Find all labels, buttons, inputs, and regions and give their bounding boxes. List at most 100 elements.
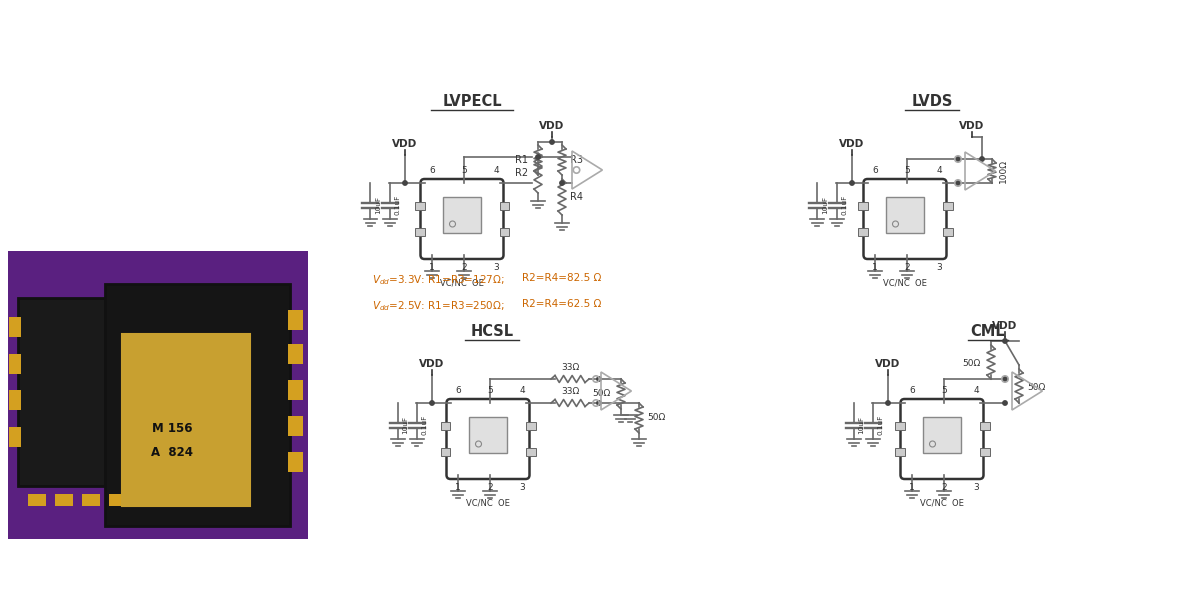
Text: 2: 2 (941, 483, 947, 492)
Bar (109, 494, 127, 506)
Text: VDD: VDD (960, 121, 985, 131)
Text: 5: 5 (904, 166, 910, 175)
Text: 10uF: 10uF (822, 196, 828, 214)
FancyBboxPatch shape (421, 179, 504, 259)
Text: VC/NC  OE: VC/NC OE (920, 499, 963, 508)
Bar (9, 317, 21, 337)
Circle shape (430, 401, 434, 405)
Text: 33Ω: 33Ω (561, 387, 579, 396)
Bar (105, 284, 290, 526)
Text: 5: 5 (941, 386, 947, 395)
Text: 6: 6 (909, 386, 915, 395)
Text: 2: 2 (487, 483, 493, 492)
Bar (942, 202, 953, 210)
Text: VDD: VDD (876, 359, 901, 369)
Bar (886, 197, 924, 233)
Text: 1: 1 (429, 263, 435, 272)
Bar (469, 417, 507, 453)
Text: 50Ω: 50Ω (647, 414, 665, 423)
Text: A  824: A 824 (150, 446, 193, 459)
Text: 5: 5 (487, 386, 493, 395)
FancyBboxPatch shape (864, 179, 947, 259)
Circle shape (850, 181, 854, 185)
Text: 1: 1 (872, 263, 878, 272)
Bar (895, 422, 904, 430)
Bar (942, 228, 953, 236)
Text: $V_{dd}$=3.3V: R1=R3=127Ω;: $V_{dd}$=3.3V: R1=R3=127Ω; (372, 273, 505, 287)
Text: 4: 4 (973, 386, 979, 395)
Bar (525, 422, 536, 430)
Bar (858, 202, 867, 210)
Bar (441, 422, 450, 430)
Text: 6: 6 (429, 166, 435, 175)
FancyBboxPatch shape (901, 399, 984, 479)
Bar (441, 448, 450, 456)
Bar (122, 334, 250, 506)
Bar (288, 380, 303, 400)
Circle shape (550, 140, 555, 144)
Circle shape (597, 377, 601, 381)
Circle shape (536, 155, 540, 159)
Text: 1: 1 (909, 483, 915, 492)
Bar (980, 422, 989, 430)
Bar (923, 417, 961, 453)
Text: 3: 3 (936, 263, 942, 272)
Circle shape (980, 157, 985, 161)
Bar (443, 197, 481, 233)
Text: M 156: M 156 (152, 423, 192, 436)
Circle shape (1003, 339, 1007, 343)
Text: 10uF: 10uF (858, 416, 865, 434)
Bar (288, 452, 303, 472)
Bar (288, 344, 303, 364)
Text: 3: 3 (493, 263, 499, 272)
Text: R1: R1 (515, 155, 529, 165)
Text: R4: R4 (570, 192, 583, 202)
Text: $V_{dd}$=2.5V: R1=R3=250Ω;: $V_{dd}$=2.5V: R1=R3=250Ω; (372, 299, 505, 313)
Text: 50Ω: 50Ω (962, 359, 981, 369)
Text: VDD: VDD (392, 139, 417, 149)
Text: VC/NC  OE: VC/NC OE (466, 499, 510, 508)
Text: 3: 3 (519, 483, 525, 492)
Circle shape (559, 181, 564, 185)
Circle shape (403, 181, 408, 185)
Text: 3: 3 (973, 483, 979, 492)
Bar (500, 202, 510, 210)
Bar (82, 494, 100, 506)
Bar (28, 494, 46, 506)
Text: LVPECL: LVPECL (442, 94, 501, 109)
Text: VC/NC  OE: VC/NC OE (440, 279, 483, 288)
Text: VDD: VDD (419, 359, 444, 369)
Text: 0.1uF: 0.1uF (422, 415, 428, 435)
Bar (858, 228, 867, 236)
Text: R2: R2 (514, 168, 529, 178)
Bar (288, 310, 303, 330)
Text: CML: CML (971, 324, 1005, 339)
Circle shape (1003, 401, 1007, 405)
Bar (980, 448, 989, 456)
Bar (18, 298, 140, 486)
Text: R3: R3 (570, 155, 583, 165)
Text: HCSL: HCSL (470, 324, 513, 339)
Bar (288, 416, 303, 436)
Text: 10uF: 10uF (376, 196, 382, 214)
Text: 0.1uF: 0.1uF (841, 195, 847, 215)
Bar (9, 390, 21, 410)
Bar (895, 448, 904, 456)
Text: 50Ω: 50Ω (592, 389, 611, 398)
Text: 2: 2 (904, 263, 910, 272)
Circle shape (597, 401, 601, 405)
Text: 4: 4 (493, 166, 499, 175)
Text: 0.1uF: 0.1uF (878, 415, 884, 435)
Text: 0.1uF: 0.1uF (395, 195, 401, 215)
Text: 2: 2 (461, 263, 467, 272)
Text: 6: 6 (872, 166, 878, 175)
Text: 100Ω: 100Ω (999, 159, 1008, 183)
Bar (415, 202, 424, 210)
Bar (415, 228, 424, 236)
Circle shape (1003, 377, 1007, 381)
Circle shape (956, 181, 960, 185)
Text: VDD: VDD (539, 121, 564, 131)
Circle shape (956, 157, 960, 161)
Text: R2=R4=62.5 Ω: R2=R4=62.5 Ω (523, 299, 601, 309)
Text: 33Ω: 33Ω (561, 363, 579, 372)
